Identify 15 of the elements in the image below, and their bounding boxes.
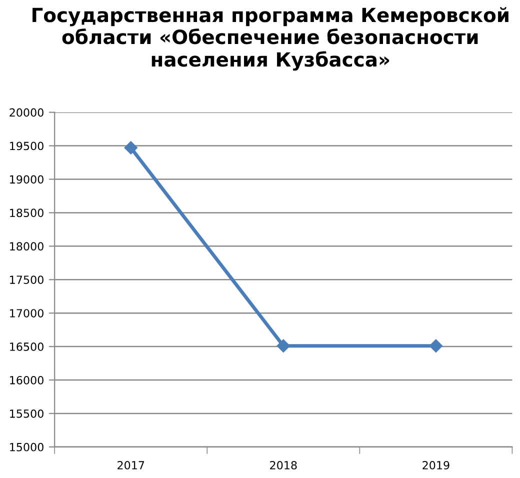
- y-tick-label: 20000: [10, 108, 44, 117]
- y-tick-label: 18000: [10, 242, 44, 251]
- y-tick-label: 19500: [10, 142, 44, 150]
- y-tick-label: 16000: [10, 376, 44, 384]
- y-tick-label: 19000: [10, 175, 44, 184]
- y-tick-label: 16500: [10, 342, 44, 351]
- y-tick-label: 17500: [10, 276, 44, 284]
- x-tick-label: 2017: [118, 461, 144, 470]
- x-tick-label: 2019: [422, 461, 450, 470]
- y-tick-label: 18500: [10, 208, 44, 218]
- y-tick-label: 17000: [10, 309, 44, 318]
- chart-title: Государственная программа Кемеровской области «Обеспечение безопасности населения Кузбасса»: [32, 7, 508, 71]
- y-tick-label: 15500: [10, 409, 44, 418]
- x-tick-label: 2018: [270, 461, 297, 470]
- y-tick-label: 15000: [10, 442, 44, 452]
